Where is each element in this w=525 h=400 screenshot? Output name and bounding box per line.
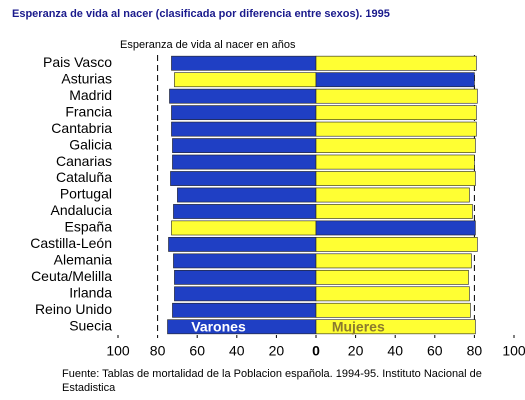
bar <box>172 302 317 318</box>
bar <box>171 105 317 121</box>
bar <box>171 55 317 71</box>
bar <box>315 302 471 318</box>
x-tick-label: 20 <box>269 343 285 359</box>
category-label: Ceuta/Melilla <box>31 268 112 284</box>
bar <box>171 121 317 137</box>
bar <box>172 138 317 153</box>
chart-title: Esperanza de vida al nacer (clasificada … <box>12 8 390 20</box>
bar <box>168 237 317 252</box>
category-label: Francia <box>65 103 112 119</box>
bar <box>315 105 477 121</box>
bar <box>315 253 472 269</box>
bar <box>315 187 470 203</box>
category-label: Alemania <box>54 252 113 268</box>
x-tick-label: 100 <box>106 343 130 359</box>
x-tick-label: 0 <box>312 343 320 359</box>
x-tick-label: 60 <box>427 343 443 359</box>
bar <box>315 171 476 186</box>
bar <box>315 121 477 137</box>
x-tick-label: 100 <box>502 343 525 359</box>
bar <box>169 88 317 104</box>
category-label: España <box>65 219 113 235</box>
bar <box>177 187 317 203</box>
bar <box>315 154 475 170</box>
bar <box>174 286 317 302</box>
bar <box>315 55 477 71</box>
bar <box>315 319 476 335</box>
series-label: Varones <box>191 318 246 334</box>
bar <box>172 154 317 170</box>
category-label: Andalucia <box>51 202 113 218</box>
category-label: Madrid <box>69 87 112 103</box>
category-label: Asturias <box>61 70 112 86</box>
bar <box>173 253 317 269</box>
chart-subtitle: Esperanza de vida al nacer en años <box>120 39 296 51</box>
x-tick-label: 80 <box>150 343 166 359</box>
category-label: Pais Vasco <box>43 54 112 70</box>
bar <box>315 220 476 236</box>
category-label: Reino Unido <box>35 301 112 317</box>
x-tick-label: 40 <box>387 343 403 359</box>
bar <box>315 237 478 252</box>
source-note: Fuente: Tablas de mortalidad de la Pobla… <box>62 368 482 394</box>
category-label: Suecia <box>69 317 112 333</box>
series-label: Mujeres <box>332 318 385 334</box>
bar <box>171 220 317 236</box>
bar <box>174 72 317 88</box>
x-tick-label: 60 <box>189 343 205 359</box>
category-label: Irlanda <box>69 285 112 301</box>
bar <box>315 138 476 153</box>
bar <box>174 269 317 285</box>
bar <box>315 204 473 219</box>
bar <box>315 269 469 285</box>
category-label: Cantabria <box>51 120 112 136</box>
category-label: Portugal <box>60 186 112 202</box>
x-tick-label: 80 <box>467 343 483 359</box>
bar <box>315 286 470 302</box>
bar <box>173 204 317 219</box>
category-label: Castilla-León <box>30 235 112 251</box>
category-label: Canarias <box>56 153 112 169</box>
x-tick-label: 40 <box>229 343 245 359</box>
x-tick-label: 20 <box>348 343 364 359</box>
category-label: Cataluña <box>56 169 112 185</box>
bar <box>315 72 475 88</box>
bar <box>170 171 317 186</box>
bar <box>315 88 478 104</box>
category-label: Galicia <box>69 136 112 152</box>
